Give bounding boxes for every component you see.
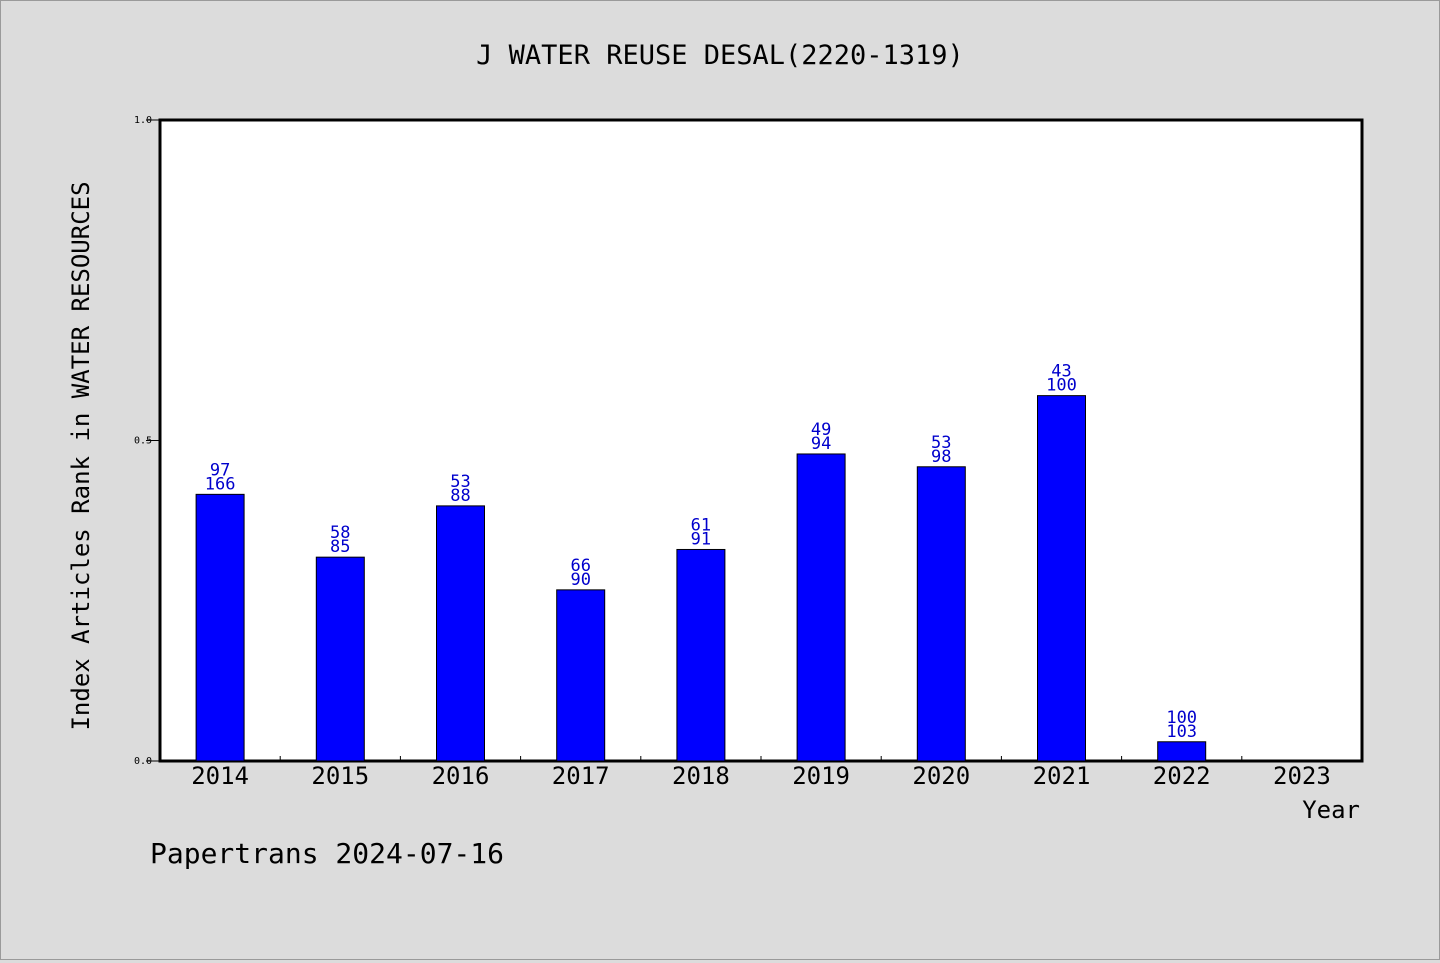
y-axis-label: Index Articles Rank in WATER RESOURCES [67,181,95,730]
bar-2020 [916,466,966,762]
bar-label-bottom-2021: 100 [1046,376,1077,396]
bar-label-bottom-2015: 85 [330,537,350,557]
y-tick-label-0.5: 0.5 [134,436,152,447]
y-tick-label-1.0: 1.0 [134,115,152,126]
bar-label-top-2017: 66 [570,556,590,576]
x-tick-label-2016: 2016 [432,762,490,790]
bar-2022 [1157,741,1207,762]
x-tick-label-2018: 2018 [672,762,730,790]
bar-label-bottom-2014: 166 [205,474,236,494]
bar-label-top-2020: 53 [931,433,951,453]
bar-label-bottom-2018: 91 [691,529,711,549]
bar-2019 [796,453,846,762]
x-axis-label: Year [1302,796,1360,824]
bar-2014 [195,493,245,762]
bar-label-bottom-2022: 103 [1166,722,1197,742]
bar-label-top-2015: 58 [330,523,350,543]
x-tick-label-2014: 2014 [191,762,249,790]
bar-label-top-2018: 61 [691,515,711,535]
bar-label-bottom-2017: 90 [570,570,590,590]
bar-label-top-2014: 97 [210,460,230,480]
x-tick-label-2015: 2015 [311,762,369,790]
footer-credit: Papertrans 2024-07-16 [150,837,504,870]
x-tick-label-2022: 2022 [1153,762,1211,790]
bar-label-top-2019: 49 [811,420,831,440]
bar-label-bottom-2019: 94 [811,434,831,454]
x-tick-label-2019: 2019 [792,762,850,790]
bar-label-top-2021: 43 [1051,362,1071,382]
bar-2016 [436,505,485,762]
x-tick-label-2023: 2023 [1273,762,1331,790]
chart-title: J WATER REUSE DESAL(2220-1319) [476,40,964,71]
x-tick-label-2021: 2021 [1033,762,1091,790]
bar-2017 [556,589,606,762]
bar-label-bottom-2016: 88 [450,486,470,506]
bars-group [195,395,1207,762]
bar-label-bottom-2020: 98 [931,447,951,467]
x-ticks-group: 2014 2015 2016 2017 2018 2019 2020 2021 2022 2023 [191,756,1331,790]
x-tick-label-2017: 2017 [552,762,610,790]
bar-label-top-2022: 100 [1166,708,1197,728]
bar-label-top-2016: 53 [450,472,470,492]
y-tick-label-0.0: 0.0 [134,756,152,767]
bar-2018 [676,548,726,762]
bar-2021 [1037,395,1086,762]
y-ticks-group: 0.0 0.5 1.0 [134,115,160,767]
x-tick-label-2020: 2020 [912,762,970,790]
bar-2015 [315,556,365,762]
